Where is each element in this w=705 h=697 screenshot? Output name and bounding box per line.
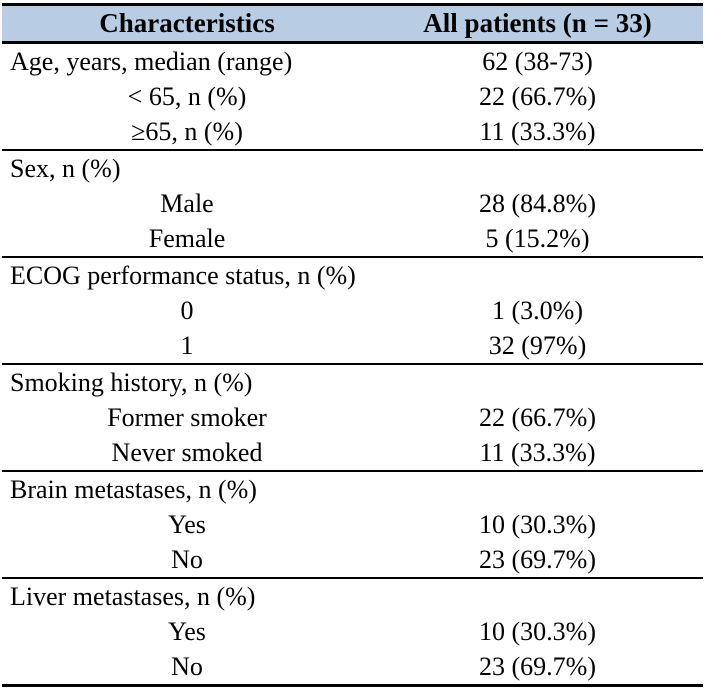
patient-characteristics-table: Characteristics All patients (n = 33) Ag…	[2, 3, 703, 687]
row-label: Brain metastases, n (%)	[10, 475, 257, 504]
table-row-sex-female: Female 5 (15.2%)	[2, 221, 703, 256]
row-label: < 65, n (%)	[127, 82, 247, 111]
row-label: No	[171, 652, 203, 681]
row-value: 10 (30.3%)	[479, 617, 596, 646]
row-label: 0	[180, 296, 194, 325]
row-value: 22 (66.7%)	[479, 403, 596, 432]
row-label: Liver metastases, n (%)	[10, 582, 256, 611]
table-row-smoking-former: Former smoker 22 (66.7%)	[2, 400, 703, 435]
row-label: Never smoked	[111, 438, 263, 467]
table-row-sex: Sex, n (%)	[2, 149, 703, 186]
row-value: 10 (30.3%)	[479, 510, 596, 539]
row-label: Male	[160, 189, 214, 218]
table-row-smoking-never: Never smoked 11 (33.3%)	[2, 435, 703, 470]
table-row-liver: Liver metastases, n (%)	[2, 577, 703, 614]
row-value: 5 (15.2%)	[485, 224, 590, 253]
row-value: 32 (97%)	[488, 331, 587, 360]
row-label: Smoking history, n (%)	[10, 368, 253, 397]
row-label: Female	[148, 224, 226, 253]
row-value: 62 (38-73)	[482, 47, 593, 76]
table-row-brain: Brain metastases, n (%)	[2, 470, 703, 507]
table-row-age-ge65: ≥65, n (%) 11 (33.3%)	[2, 114, 703, 149]
row-label: Yes	[168, 510, 206, 539]
table-row-age: Age, years, median (range) 62 (38-73)	[2, 44, 703, 79]
header-characteristics: Characteristics	[99, 8, 275, 38]
row-value: 23 (69.7%)	[479, 545, 596, 574]
header-all-patients: All patients (n = 33)	[423, 8, 652, 38]
row-label: ECOG performance status, n (%)	[10, 261, 356, 290]
table-row-age-lt65: < 65, n (%) 22 (66.7%)	[2, 79, 703, 114]
table-row-ecog-1: 1 32 (97%)	[2, 328, 703, 363]
table-row-ecog: ECOG performance status, n (%)	[2, 256, 703, 293]
row-value: 22 (66.7%)	[479, 82, 596, 111]
row-value: 11 (33.3%)	[479, 117, 596, 146]
row-value: 1 (3.0%)	[492, 296, 583, 325]
table-row-smoking: Smoking history, n (%)	[2, 363, 703, 400]
row-label: Age, years, median (range)	[10, 47, 293, 76]
row-value: 11 (33.3%)	[479, 438, 596, 467]
row-label: ≥65, n (%)	[131, 117, 243, 146]
table-row-brain-no: No 23 (69.7%)	[2, 542, 703, 577]
table-row-liver-no: No 23 (69.7%)	[2, 649, 703, 684]
row-label: Former smoker	[107, 403, 267, 432]
row-label: No	[171, 545, 203, 574]
row-label: Sex, n (%)	[10, 154, 121, 183]
row-value: 23 (69.7%)	[479, 652, 596, 681]
header-row: Characteristics All patients (n = 33)	[2, 6, 703, 44]
row-value: 28 (84.8%)	[479, 189, 596, 218]
table-row-brain-yes: Yes 10 (30.3%)	[2, 507, 703, 542]
row-label: 1	[180, 331, 194, 360]
row-label: Yes	[168, 617, 206, 646]
table-row-ecog-0: 0 1 (3.0%)	[2, 293, 703, 328]
table-row-sex-male: Male 28 (84.8%)	[2, 186, 703, 221]
table-row-liver-yes: Yes 10 (30.3%)	[2, 614, 703, 649]
